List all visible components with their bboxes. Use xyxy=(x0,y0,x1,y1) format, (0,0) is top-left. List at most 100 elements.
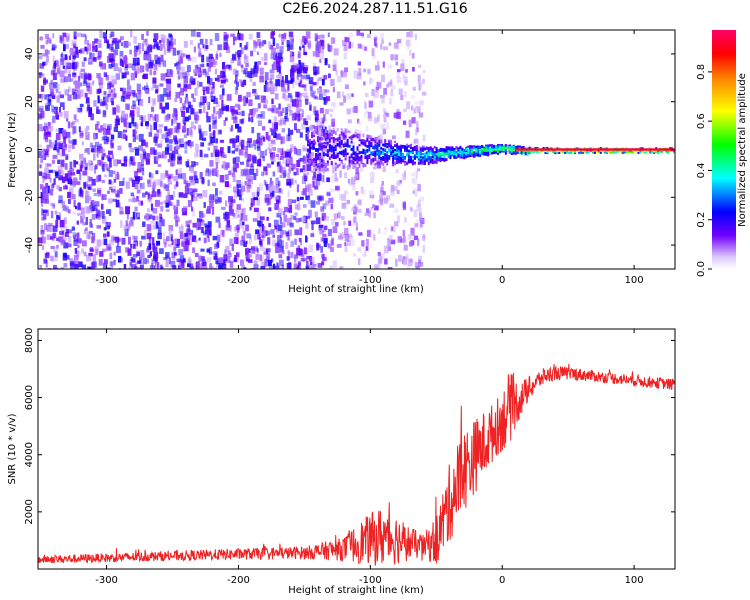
noise-speck xyxy=(326,177,330,183)
noise-speck xyxy=(82,80,88,86)
signal-cell xyxy=(498,150,501,153)
noise-speck xyxy=(136,168,142,173)
noise-speck xyxy=(168,225,174,231)
signal-cell xyxy=(449,150,452,155)
signal-cell xyxy=(487,152,490,155)
sparse-noise-speck xyxy=(413,108,416,114)
noise-speck xyxy=(154,133,159,139)
noise-speck xyxy=(275,227,279,233)
noise-speck xyxy=(107,123,112,130)
noise-speck xyxy=(47,37,52,44)
signal-cell xyxy=(504,144,507,147)
noise-speck xyxy=(59,102,65,107)
noise-speck xyxy=(196,218,202,223)
noise-speck xyxy=(40,230,45,235)
noise-speck xyxy=(302,204,307,208)
noise-speck xyxy=(184,97,189,104)
noise-speck xyxy=(147,214,153,219)
noise-speck xyxy=(117,159,122,164)
signal-cell xyxy=(338,134,341,138)
noise-speck xyxy=(113,88,116,95)
noise-speck xyxy=(131,161,136,166)
noise-speck xyxy=(164,115,169,122)
noise-speck xyxy=(107,190,110,194)
noise-speck xyxy=(61,129,67,137)
noise-speck xyxy=(298,59,301,65)
sparse-noise-speck xyxy=(348,179,351,184)
signal-cell xyxy=(356,148,359,151)
noise-speck xyxy=(258,114,263,118)
noise-speck xyxy=(248,33,253,40)
noise-speck xyxy=(71,65,76,69)
signal-cell xyxy=(400,152,402,157)
noise-speck xyxy=(160,173,166,180)
signal-cell xyxy=(437,152,440,156)
noise-speck xyxy=(293,216,297,221)
signal-cell xyxy=(320,138,323,141)
sparse-noise-speck xyxy=(377,251,381,256)
noise-speck xyxy=(58,143,63,150)
noise-speck xyxy=(245,247,249,255)
noise-speck xyxy=(327,43,330,51)
signal-cell xyxy=(380,156,383,161)
noise-speck xyxy=(268,223,271,228)
noise-speck xyxy=(75,80,80,89)
signal-cell xyxy=(396,154,399,158)
sparse-noise-speck xyxy=(353,209,357,215)
noise-speck xyxy=(129,49,132,55)
noise-speck xyxy=(208,124,211,132)
noise-speck xyxy=(187,159,190,165)
noise-speck xyxy=(86,231,90,239)
signal-cell xyxy=(382,148,385,151)
signal-cell xyxy=(419,151,422,155)
signal-cell xyxy=(311,170,313,173)
sparse-noise-speck xyxy=(334,177,339,182)
noise-speck xyxy=(129,158,134,165)
signal-cell xyxy=(419,161,422,165)
signal-cell xyxy=(368,154,371,157)
noise-speck xyxy=(213,145,218,153)
noise-speck xyxy=(294,238,297,245)
signal-cell xyxy=(324,153,327,157)
noise-speck xyxy=(274,243,280,248)
signal-cell xyxy=(457,153,460,157)
noise-speck xyxy=(46,225,51,232)
noise-speck xyxy=(256,191,260,197)
noise-speck xyxy=(172,114,176,118)
noise-speck xyxy=(185,71,190,76)
signal-cell xyxy=(400,145,402,150)
noise-speck xyxy=(304,121,309,126)
noise-speck xyxy=(153,67,157,75)
sparse-noise-speck xyxy=(338,211,341,219)
signal-cell xyxy=(471,145,474,149)
noise-speck xyxy=(166,83,171,91)
signal-cell xyxy=(313,163,315,167)
noise-speck xyxy=(257,146,261,151)
noise-speck xyxy=(253,207,259,213)
signal-cell xyxy=(332,127,335,132)
noise-speck xyxy=(41,149,45,155)
noise-speck xyxy=(284,95,290,101)
noise-speck xyxy=(91,161,94,165)
noise-speck xyxy=(276,213,282,218)
signal-cell xyxy=(504,146,507,149)
signal-cell xyxy=(384,148,387,153)
sparse-noise-speck xyxy=(356,72,362,80)
signal-cell xyxy=(400,155,402,158)
noise-speck xyxy=(235,252,240,257)
noise-speck xyxy=(243,267,247,269)
signal-cell xyxy=(443,148,446,152)
noise-speck xyxy=(134,176,140,182)
noise-speck xyxy=(54,140,58,146)
signal-cell xyxy=(398,145,400,148)
signal-cell xyxy=(368,147,371,152)
noise-speck xyxy=(296,264,300,269)
noise-speck xyxy=(252,110,256,115)
signal-cell xyxy=(524,151,527,156)
noise-speck xyxy=(202,89,206,96)
sparse-noise-speck xyxy=(388,42,392,46)
noise-speck xyxy=(240,209,244,215)
noise-speck xyxy=(268,148,272,154)
sparse-noise-speck xyxy=(403,90,407,98)
noise-speck xyxy=(157,262,160,269)
